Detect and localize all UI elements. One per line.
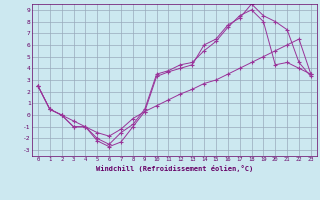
X-axis label: Windchill (Refroidissement éolien,°C): Windchill (Refroidissement éolien,°C) (96, 165, 253, 172)
